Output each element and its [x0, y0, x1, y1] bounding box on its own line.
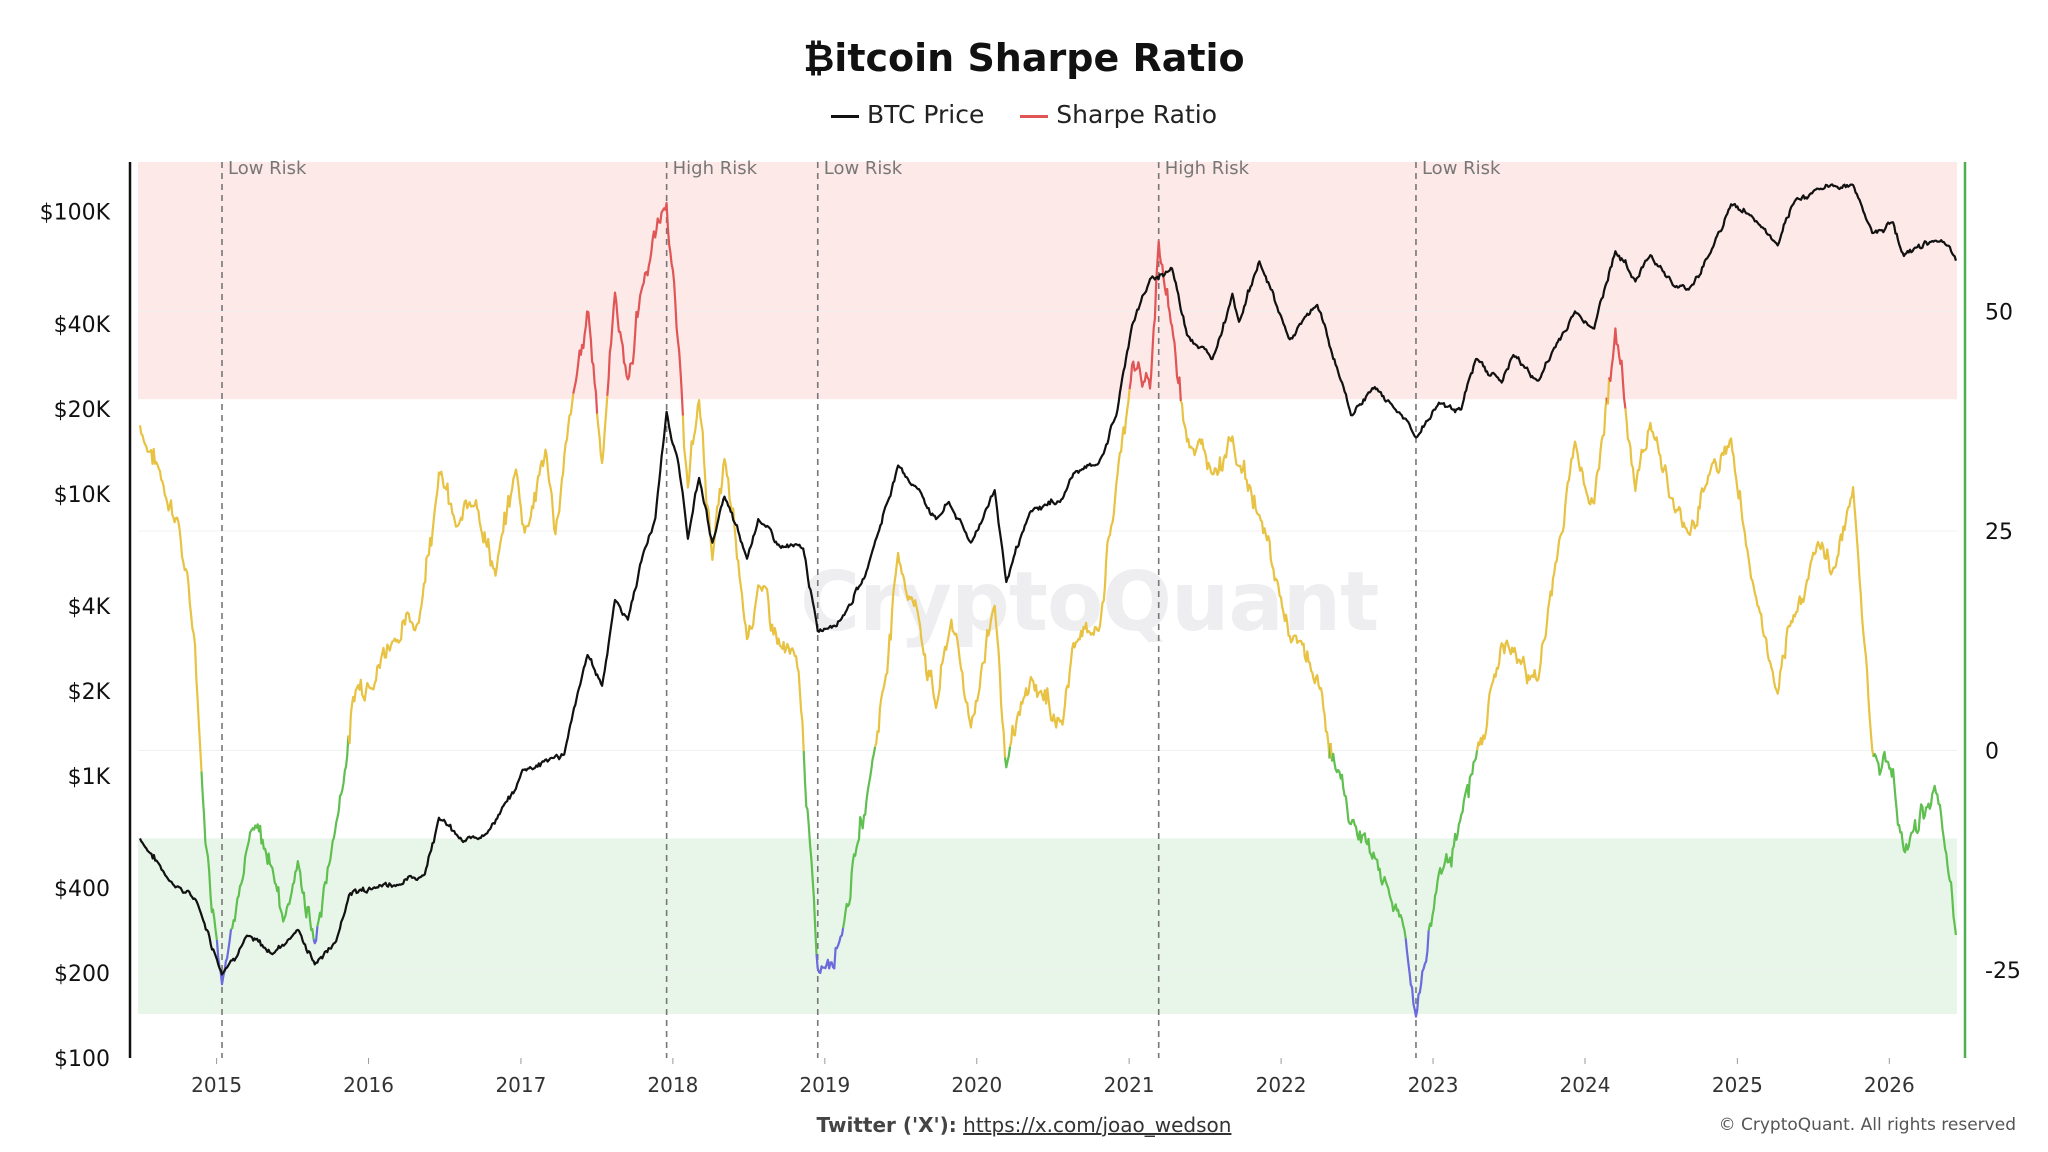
footer-label: Twitter ('X'):: [816, 1113, 957, 1137]
sharpe-ratio-line-segment: [1404, 930, 1430, 1018]
x-axis-tick-label: 2020: [951, 1073, 1002, 1097]
annotation-label: High Risk: [1165, 158, 1250, 179]
risk-bands: [138, 162, 1957, 1015]
sharpe-ratio-line-segment: [1003, 746, 1012, 769]
left-axis-tick-label: $10K: [54, 483, 111, 508]
sharpe-ratio-line-segment: [1330, 752, 1407, 939]
left-axis-tick-label: $200: [54, 962, 110, 987]
sharpe-ratio-line-segment: [1872, 750, 1957, 936]
sharpe-ratio-line-segment: [1008, 388, 1131, 747]
copyright: © CryptoQuant. All rights reserved: [1718, 1115, 2016, 1135]
x-axis-tick-label: 2018: [647, 1073, 698, 1097]
sharpe-ratio-line-segment: [200, 771, 218, 941]
sharpe-ratio-line-segment: [606, 201, 684, 416]
sharpe-ratio-line-segment: [1427, 750, 1479, 931]
annotation-label: Low Risk: [228, 158, 307, 179]
sharpe-ratio-line-segment: [1624, 408, 1875, 758]
x-axis-tick-label: 2021: [1104, 1073, 1155, 1097]
axes: $100 $200 $400 $1K $2K $4K $10K $20K $40K $100K 50…: [40, 162, 2021, 1097]
right-axis-tick-label: 50: [1985, 300, 2013, 325]
left-axis-tick-label: $40K: [54, 313, 111, 338]
sharpe-ratio-line-segment: [596, 395, 609, 465]
left-axis-tick-label: $1K: [68, 765, 111, 790]
gridlines: [138, 310, 1957, 971]
x-axis-tick-label: 2017: [495, 1073, 546, 1097]
left-axis-tick-label: $20K: [54, 398, 111, 423]
left-axis-tick-label: $100: [54, 1047, 110, 1072]
left-axis-tick-label: $4K: [68, 595, 111, 620]
sharpe-ratio-line-segment: [1179, 400, 1331, 759]
legend-label-sharpe-ratio: Sharpe Ratio: [1056, 100, 1217, 129]
sharpe-ratio-line-segment: [874, 551, 1007, 758]
annotation-label: Low Risk: [824, 158, 903, 179]
sharpe-ratio-line-segment: [815, 927, 845, 975]
annotation-label: Low Risk: [1422, 158, 1501, 179]
legend-item-btc-price[interactable]: BTC Price: [830, 100, 985, 129]
x-axis-tick-label: 2025: [1712, 1073, 1763, 1097]
legend-swatch-btc-price: [830, 114, 859, 118]
left-axis-tick-label: $2K: [68, 680, 111, 705]
x-axis-tick-label: 2019: [799, 1073, 850, 1097]
chart-title: ₿itcoin Sharpe Ratio: [803, 36, 1245, 80]
sharpe-ratio-line-segment: [1606, 377, 1611, 405]
sharpe-ratio-line-segment: [316, 735, 350, 927]
legend-item-sharpe-ratio[interactable]: Sharpe Ratio: [1020, 100, 1217, 129]
x-axis-tick-label: 2026: [1864, 1073, 1915, 1097]
right-axis-tick-label: -25: [1985, 959, 2021, 984]
btc-price-series: [138, 183, 1957, 976]
legend-label-btc-price: BTC Price: [866, 100, 985, 129]
x-axis-tick-label: 2015: [191, 1073, 242, 1097]
footer: Twitter ('X'): https://x.com/joao_wedson: [0, 1113, 2048, 1137]
sharpe-ratio-line-segment: [1608, 327, 1627, 409]
sharpe-ratio-line-segment: [572, 310, 599, 414]
x-axis-tick-label: 2016: [343, 1073, 394, 1097]
left-axis-tick-label: $100K: [40, 201, 111, 226]
x-axis-tick-label: 2023: [1408, 1073, 1459, 1097]
sharpe-ratio-line-segment: [1476, 397, 1608, 751]
left-axis-tick-label: $400: [54, 877, 110, 902]
btc-price-line: [138, 183, 1957, 976]
sharpe-ratio-line-segment: [802, 750, 818, 955]
annotation-label: High Risk: [673, 158, 758, 179]
sharpe-ratio-line-segment: [1128, 240, 1182, 402]
sharpe-ratio-line-segment: [842, 746, 877, 929]
right-axis-tick-label: 25: [1985, 520, 2013, 545]
x-axis-tick-label: 2024: [1560, 1073, 1611, 1097]
legend-swatch-sharpe-ratio: [1020, 114, 1049, 118]
footer-link[interactable]: https://x.com/joao_wedson: [963, 1113, 1232, 1137]
legend: BTC Price Sharpe Ratio: [0, 100, 2048, 129]
low-risk-band: [138, 838, 1957, 1015]
high-risk-band: [138, 162, 1957, 400]
sharpe-ratio-line-segment: [138, 425, 203, 772]
right-axis-tick-label: 0: [1985, 740, 1999, 765]
sharpe-ratio-line-segment: [347, 393, 575, 745]
x-axis-tick-label: 2022: [1256, 1073, 1307, 1097]
sharpe-ratio-line-segment: [681, 399, 805, 751]
sharpe-ratio-line-segment: [312, 926, 319, 945]
sharpe-ratio-line-segment: [230, 823, 315, 940]
sharpe-ratio-series: [138, 201, 1957, 1018]
annotations: Low Risk High Risk Low Risk High Risk Low Ri…: [221, 158, 1501, 1058]
